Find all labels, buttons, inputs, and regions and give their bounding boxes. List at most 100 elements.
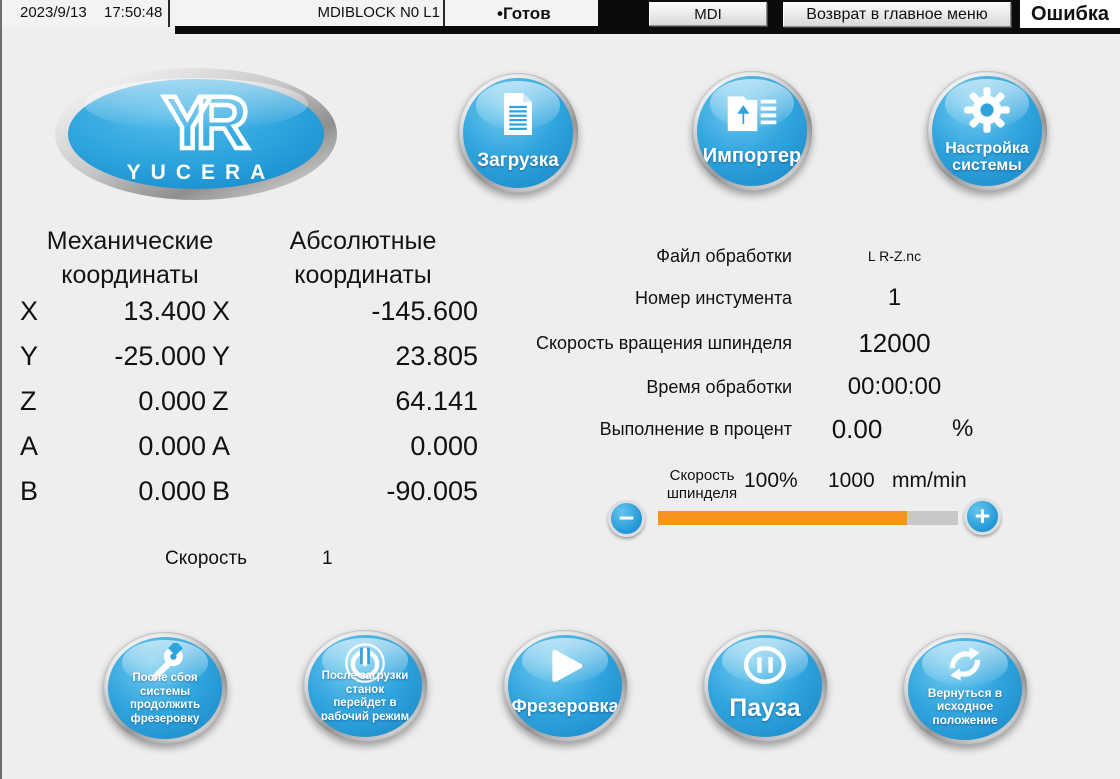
abs-coord-row-x: X -145.600 xyxy=(212,293,478,329)
play-icon xyxy=(508,643,622,689)
error-button[interactable]: Ошибка xyxy=(1018,0,1120,28)
axis-label: Z xyxy=(20,385,37,416)
workmode-button-face: После загрузки станок перейдет в рабочий… xyxy=(308,635,422,737)
mdi-mode-button[interactable]: MDI xyxy=(649,2,767,26)
document-icon xyxy=(463,91,573,137)
home-label-line3: положение xyxy=(932,712,998,727)
topbar-separator xyxy=(168,0,170,27)
workmode-button-label: После загрузки станок перейдет в рабочий… xyxy=(310,670,420,724)
plus-icon: + xyxy=(974,501,991,531)
resume-label-line3: фрезеровку xyxy=(130,712,200,725)
topbar-separator xyxy=(443,0,445,27)
import-button[interactable]: Импортер xyxy=(692,71,812,191)
minus-icon: − xyxy=(618,503,635,533)
spindle-progress-fill xyxy=(658,511,907,525)
workmode-label-line2: перейдет в xyxy=(333,697,397,709)
resume-button-label: После сбоя системы продолжить фрезеровку xyxy=(110,672,220,726)
milling-button-label: Фрезеровка xyxy=(511,696,619,716)
mech-title-line2: координаты xyxy=(61,261,199,289)
spindle-progress-track[interactable] xyxy=(658,511,958,525)
tool-number-label: Номер инстумента xyxy=(634,287,792,308)
axis-label: Y xyxy=(20,340,39,371)
return-home-button[interactable]: Вернуться в исходное положение xyxy=(903,633,1027,745)
spindle-override-label: Скорость шпинделя xyxy=(652,467,752,503)
feedrate-value: 1000 xyxy=(828,469,875,492)
feed-rate-value: 1 xyxy=(322,548,333,569)
work-mode-after-load-button[interactable]: После загрузки станок перейдет в рабочий… xyxy=(303,630,427,742)
milling-start-button[interactable]: Фрезеровка xyxy=(503,630,627,742)
axis-value: 0.000 xyxy=(138,475,206,506)
increase-speed-button[interactable]: + xyxy=(964,498,1001,535)
mech-coord-row-x: X 13.400 xyxy=(20,293,206,329)
axis-value: 0.000 xyxy=(138,385,206,416)
file-value: L R-Z.nc xyxy=(867,248,922,264)
axis-label: B xyxy=(212,475,231,506)
yucera-logo: YR YUCERA xyxy=(55,68,337,200)
axis-label: X xyxy=(212,295,231,326)
axis-value: 23.805 xyxy=(395,340,478,371)
home-label-line2: исходное xyxy=(936,699,994,713)
feedrate-unit: mm/min xyxy=(892,469,967,492)
return-home-button-label: Вернуться в исходное положение xyxy=(910,686,1020,728)
axis-value: -25.000 xyxy=(114,340,206,371)
axis-value: 0.000 xyxy=(138,430,206,461)
axis-value: 0.000 xyxy=(410,430,478,461)
resume-label-line1: После сбоя системы xyxy=(132,672,198,698)
spindle-label-line2: шпинделя xyxy=(666,485,738,502)
load-button-label: Загрузка xyxy=(477,150,559,171)
workmode-label-line1: После загрузки станок xyxy=(321,670,409,696)
abs-coord-row-y: Y 23.805 xyxy=(212,338,478,374)
resume-after-failure-button[interactable]: После сбоя системы продолжить фрезеровку xyxy=(103,632,227,744)
progress-unit: % xyxy=(952,415,974,442)
axis-label: X xyxy=(20,295,39,326)
mechanical-coords-title: Механические координаты xyxy=(10,224,250,292)
spindle-speed-value: 12000 xyxy=(858,327,931,358)
mech-coord-row-y: Y -25.000 xyxy=(20,338,206,374)
pause-button[interactable]: Пауза xyxy=(703,630,827,742)
decrease-speed-button[interactable]: − xyxy=(608,500,645,537)
load-button-face: Загрузка xyxy=(463,78,573,188)
mech-coord-row-b: B 0.000 xyxy=(20,473,206,509)
info-row-progress: Выполнение в процент 0.00 % xyxy=(480,414,1020,444)
pause-button-face: Пауза xyxy=(708,635,822,737)
spindle-speed-label: Скорость вращения шпинделя xyxy=(535,332,792,353)
spindle-label-line1: Скорость xyxy=(669,467,735,484)
axis-label: Z xyxy=(212,385,229,416)
resume-label-line2: продолжить xyxy=(129,699,201,711)
abs-coord-row-a: A 0.000 xyxy=(212,428,478,464)
topbar-bottom-strip xyxy=(175,26,1120,34)
info-row-tool: Номер инстумента 1 xyxy=(480,283,1020,313)
info-row-file: Файл обработки L R-Z.nc xyxy=(480,241,1020,271)
pause-icon xyxy=(708,645,822,685)
logo-brand-text: YUCERA xyxy=(127,161,276,184)
axis-value: -90.005 xyxy=(386,475,478,506)
abs-title-line2: координаты xyxy=(294,261,432,289)
date-label: 2023/9/13 xyxy=(20,4,87,21)
return-home-icon xyxy=(908,643,1022,685)
load-button[interactable]: Загрузка xyxy=(458,73,578,193)
milling-button-face: Фрезеровка xyxy=(508,635,622,737)
time-label: 17:50:48 xyxy=(104,4,163,21)
mech-coord-row-z: Z 0.000 xyxy=(20,383,206,419)
info-row-time: Время обработки 00:00:00 xyxy=(480,372,1020,402)
absolute-coords-title: Абсолютные координаты xyxy=(243,224,483,292)
axis-label: B xyxy=(20,475,39,506)
settings-button-label: Настройка системы xyxy=(934,140,1040,174)
progress-label: Выполнение в процент xyxy=(599,418,792,439)
logo-gloss xyxy=(84,78,308,130)
abs-title-line1: Абсолютные xyxy=(289,227,437,255)
wrench-icon xyxy=(108,643,222,685)
settings-label-line1: Настройка xyxy=(945,140,1029,157)
axis-label: Y xyxy=(212,340,231,371)
return-main-menu-button[interactable]: Возврат в главное меню xyxy=(783,2,1011,27)
progress-value: 0.00 xyxy=(831,413,883,444)
axis-value: -145.600 xyxy=(371,295,478,326)
return-home-button-face: Вернуться в исходное положение xyxy=(908,638,1022,740)
system-settings-button[interactable]: Настройка системы xyxy=(927,71,1047,191)
override-percent-value: 100% xyxy=(744,469,798,492)
power-icon xyxy=(308,641,422,685)
machining-time-label: Время обработки xyxy=(646,376,792,397)
axis-label: A xyxy=(20,430,39,461)
axis-value: 64.141 xyxy=(395,385,478,416)
